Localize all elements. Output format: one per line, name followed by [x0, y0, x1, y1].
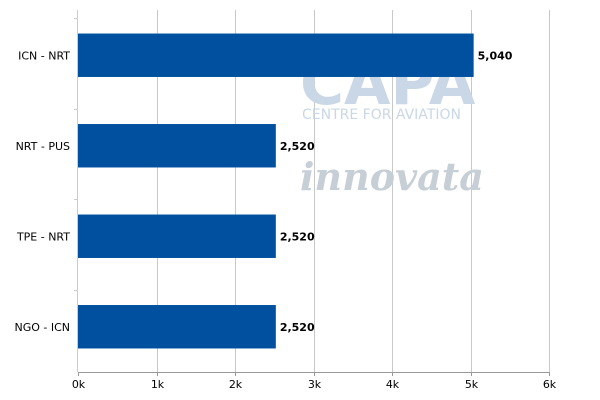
category-label: NGO - ICN [14, 321, 70, 334]
bar [78, 305, 276, 349]
data-label: 2,520 [280, 321, 315, 334]
watermark-tagline: CENTRE FOR AVIATION [302, 107, 461, 123]
x-axis: 0k 1k 2k 3k 4k 5k 6k [72, 372, 557, 391]
data-label: 5,040 [478, 49, 513, 62]
x-tick-label: 5k [465, 378, 479, 391]
bars: 5,040 2,520 2,520 2,520 [78, 33, 513, 349]
category-axis: ICN - NRT NRT - PUS TPE - NRT NGO - ICN [14, 10, 78, 372]
x-tick-label: 1k [151, 378, 165, 391]
watermark-innovata: innovata [300, 154, 484, 199]
category-label: NRT - PUS [16, 140, 70, 153]
bar [78, 124, 276, 168]
data-label: 2,520 [280, 230, 315, 243]
x-tick-label: 3k [308, 378, 322, 391]
x-tick-label: 2k [229, 378, 243, 391]
bar [78, 214, 276, 258]
x-tick-label: 4k [386, 378, 400, 391]
x-tick-label: 6k [543, 378, 557, 391]
bar [78, 33, 474, 77]
data-label: 2,520 [280, 140, 315, 153]
category-label: ICN - NRT [18, 49, 70, 62]
x-tick-label: 0k [72, 378, 86, 391]
category-label: TPE - NRT [16, 230, 70, 243]
